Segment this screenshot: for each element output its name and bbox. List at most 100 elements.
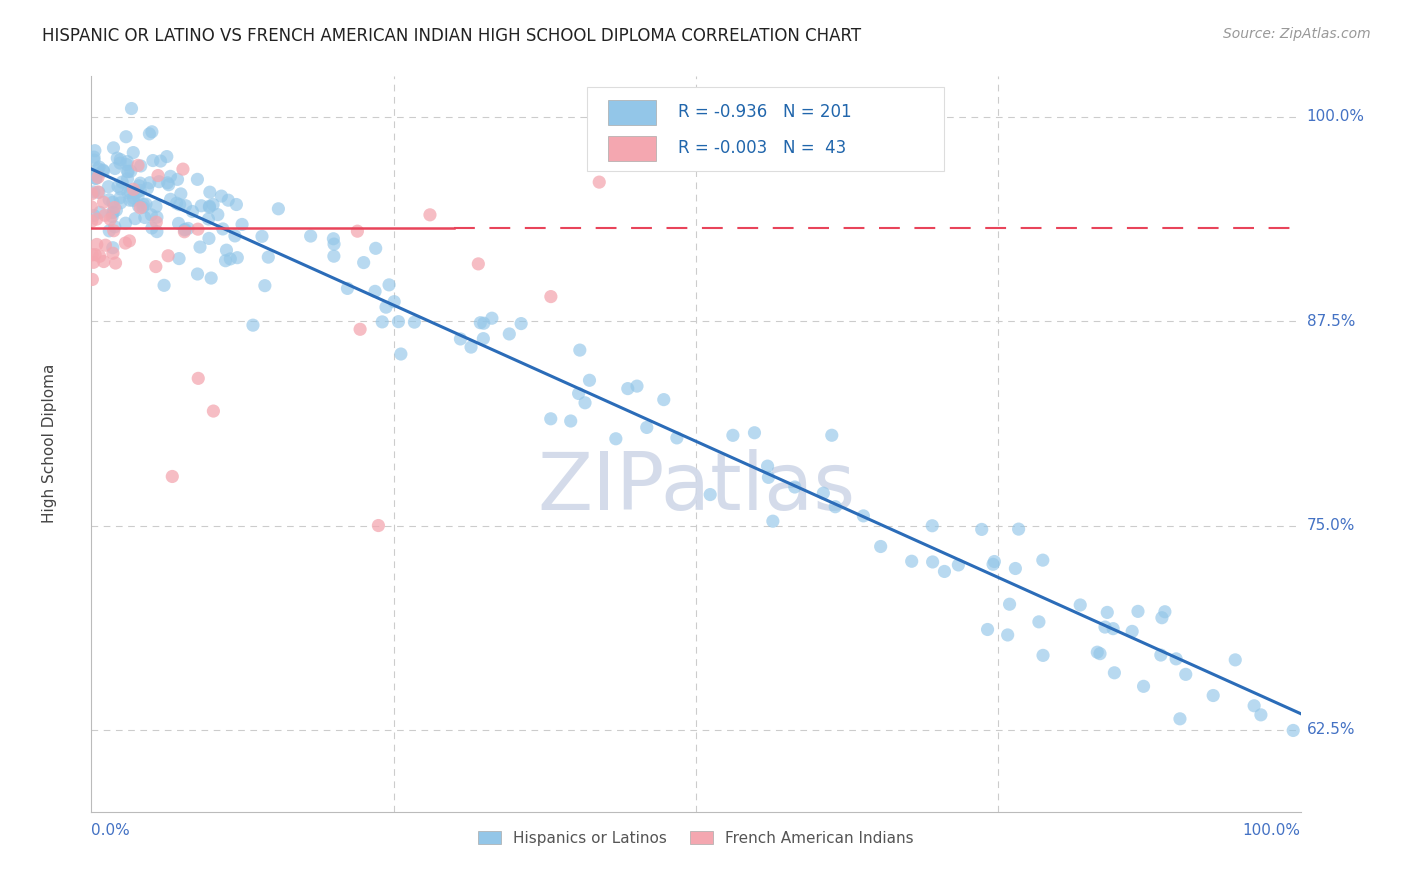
Point [162, 469, 184, 483]
Point [758, 470, 780, 484]
Point [756, 459, 779, 474]
Point [900, 554, 922, 568]
Point [231, 218, 253, 232]
Point [153, 278, 176, 293]
Point [472, 332, 495, 346]
Point [105, 151, 128, 165]
Point [169, 197, 191, 211]
Point [200, 271, 222, 285]
Text: HISPANIC OR LATINO VS FRENCH AMERICAN INDIAN HIGH SCHOOL DIPLOMA CORRELATION CHA: HISPANIC OR LATINO VS FRENCH AMERICAN IN… [42, 27, 862, 45]
Point [540, 289, 562, 303]
Point [1154, 605, 1177, 619]
Point [253, 278, 276, 293]
Point [177, 221, 200, 235]
Point [145, 215, 167, 229]
Point [813, 486, 835, 500]
Point [146, 210, 169, 224]
Point [108, 156, 131, 170]
Point [460, 340, 482, 354]
Text: 62.5%: 62.5% [1306, 723, 1355, 738]
Text: 100.0%: 100.0% [1243, 822, 1301, 838]
Point [98, 193, 121, 207]
Point [1132, 679, 1154, 693]
Point [1121, 624, 1143, 639]
Point [378, 277, 401, 292]
Point [110, 195, 132, 210]
Point [934, 565, 956, 579]
Point [120, 185, 142, 199]
Point [124, 211, 146, 226]
Point [167, 216, 190, 230]
Point [219, 252, 242, 266]
Point [560, 414, 582, 428]
Point [166, 196, 188, 211]
Point [89, 249, 111, 263]
Point [665, 431, 688, 445]
Point [128, 178, 150, 193]
Point [336, 281, 359, 295]
Point [103, 224, 125, 238]
Point [117, 164, 139, 178]
Point [80, 214, 103, 228]
Point [142, 153, 165, 168]
Point [197, 212, 219, 227]
Point [578, 373, 600, 387]
Point [101, 210, 124, 224]
Point [202, 197, 225, 211]
Point [86, 212, 108, 227]
Point [157, 178, 180, 192]
Point [322, 249, 344, 263]
Text: R = -0.936   N = 201: R = -0.936 N = 201 [678, 103, 852, 121]
Point [91, 163, 114, 178]
Point [187, 222, 209, 236]
Point [84, 247, 107, 261]
Point [568, 343, 591, 357]
Text: 100.0%: 100.0% [1306, 109, 1365, 124]
Point [82, 168, 104, 182]
Point [82, 255, 104, 269]
Point [744, 425, 766, 440]
Text: Source: ZipAtlas.com: Source: ZipAtlas.com [1223, 27, 1371, 41]
Point [617, 382, 640, 396]
Point [174, 199, 197, 213]
Point [127, 158, 149, 172]
Point [387, 315, 409, 329]
Point [1104, 665, 1126, 680]
Point [101, 195, 124, 210]
Point [970, 523, 993, 537]
Point [107, 179, 129, 194]
Point [93, 195, 115, 210]
Point [156, 150, 179, 164]
Point [186, 172, 208, 186]
Point [588, 175, 610, 189]
Point [114, 235, 136, 250]
Point [121, 102, 143, 116]
Point [636, 420, 658, 434]
Text: 0.0%: 0.0% [91, 822, 131, 838]
Point [135, 197, 157, 211]
Point [87, 161, 110, 176]
Point [103, 205, 125, 219]
Point [364, 285, 387, 299]
Point [198, 199, 221, 213]
Point [187, 371, 209, 385]
Point [652, 392, 675, 407]
Point [117, 164, 139, 178]
Point [699, 487, 721, 501]
Point [198, 231, 221, 245]
Point [83, 209, 105, 223]
Point [122, 191, 145, 205]
Point [1028, 615, 1050, 629]
Point [129, 184, 152, 198]
Point [267, 202, 290, 216]
Point [141, 125, 163, 139]
Point [389, 347, 412, 361]
Point [225, 197, 247, 211]
Point [257, 250, 280, 264]
Text: 75.0%: 75.0% [1306, 518, 1355, 533]
Point [149, 154, 172, 169]
Point [997, 628, 1019, 642]
Point [157, 249, 180, 263]
Point [1225, 653, 1247, 667]
Point [188, 240, 211, 254]
